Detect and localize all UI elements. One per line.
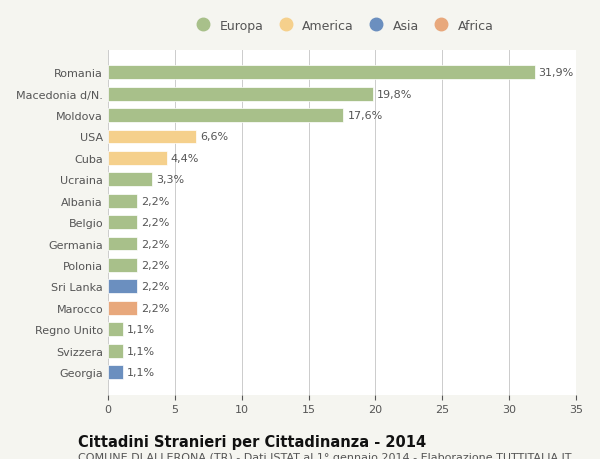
Text: 6,6%: 6,6%: [200, 132, 229, 142]
Text: 17,6%: 17,6%: [347, 111, 383, 121]
Text: 19,8%: 19,8%: [377, 90, 412, 100]
Bar: [108, 323, 123, 336]
Text: 2,2%: 2,2%: [142, 239, 170, 249]
Text: 2,2%: 2,2%: [142, 260, 170, 270]
Text: 1,1%: 1,1%: [127, 325, 155, 335]
Bar: [108, 88, 373, 101]
Text: 2,2%: 2,2%: [142, 303, 170, 313]
Bar: [108, 216, 137, 230]
Text: 3,3%: 3,3%: [156, 175, 184, 185]
Text: COMUNE DI ALLERONA (TR) - Dati ISTAT al 1° gennaio 2014 - Elaborazione TUTTITALI: COMUNE DI ALLERONA (TR) - Dati ISTAT al …: [78, 452, 571, 459]
Text: 31,9%: 31,9%: [539, 68, 574, 78]
Legend: Europa, America, Asia, Africa: Europa, America, Asia, Africa: [188, 17, 496, 35]
Text: 1,1%: 1,1%: [127, 367, 155, 377]
Bar: [108, 258, 137, 272]
Text: 2,2%: 2,2%: [142, 218, 170, 228]
Bar: [108, 173, 152, 187]
Bar: [108, 344, 123, 358]
Bar: [108, 151, 167, 166]
Bar: [108, 237, 137, 251]
Text: 2,2%: 2,2%: [142, 196, 170, 206]
Bar: [108, 194, 137, 208]
Text: 1,1%: 1,1%: [127, 346, 155, 356]
Bar: [108, 301, 137, 315]
Bar: [108, 130, 196, 144]
Bar: [108, 109, 343, 123]
Text: Cittadini Stranieri per Cittadinanza - 2014: Cittadini Stranieri per Cittadinanza - 2…: [78, 434, 426, 449]
Text: 4,4%: 4,4%: [171, 154, 199, 163]
Bar: [108, 365, 123, 379]
Bar: [108, 66, 535, 80]
Text: 2,2%: 2,2%: [142, 282, 170, 291]
Bar: [108, 280, 137, 294]
